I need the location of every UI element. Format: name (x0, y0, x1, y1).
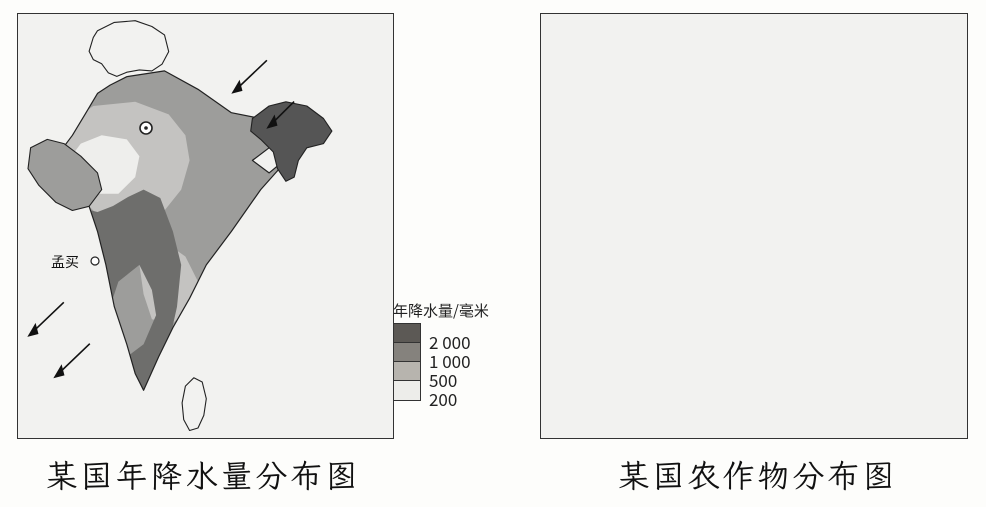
svg-text:孟买: 孟买 (51, 252, 79, 272)
